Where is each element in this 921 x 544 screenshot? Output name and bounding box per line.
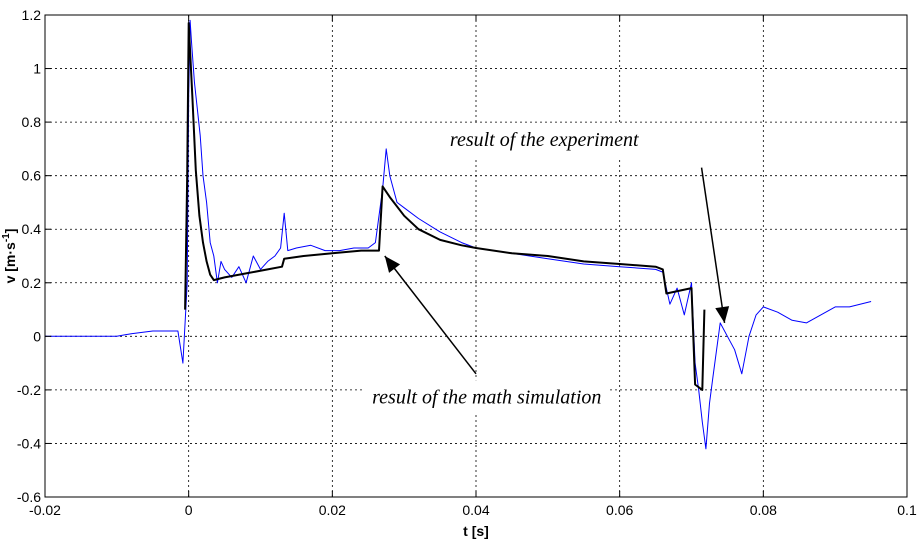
data-series <box>45 19 872 450</box>
experiment-annotation-arrowhead <box>715 306 730 323</box>
simulation-annotation-arrowhead <box>384 256 401 273</box>
experiment-annotation-arrow <box>700 167 726 324</box>
y-tick-label: -0.2 <box>17 382 41 398</box>
x-tick-label: 0.06 <box>606 502 633 518</box>
y-tick-label: 0.4 <box>22 221 42 237</box>
y-tick-label: 0.8 <box>22 114 42 130</box>
y-tick-label: -0.4 <box>17 435 41 451</box>
experiment-annotation-background <box>441 123 648 158</box>
x-tick-label: 0.1 <box>897 502 917 518</box>
experiment-annotation-label: result of the experiment <box>450 129 639 151</box>
y-tick-label: 1 <box>33 61 41 77</box>
x-tick-label: 0.02 <box>319 502 346 518</box>
x-tick-label: 0.08 <box>750 502 777 518</box>
y-axis-title-exponent: -1 <box>1 233 12 242</box>
y-tick-label: -0.6 <box>17 489 41 505</box>
ticks: -0.02 0 0.02 0.04 0.06 0.08 0.1 -0.6 -0.4 -0.2 0 0.… <box>17 7 917 518</box>
y-tick-label: 0.6 <box>22 168 42 184</box>
annotation-backgrounds <box>364 123 648 415</box>
annotations: result of the experiment result of the ma… <box>372 129 730 408</box>
x-tick-label: -0.02 <box>29 502 61 518</box>
simulation-series-line <box>184 22 706 391</box>
y-axis-title-unit: s <box>2 242 18 250</box>
simulation-annotation-background <box>364 380 610 415</box>
y-axis-title-main: v [m <box>2 255 18 284</box>
y-axis-title-close: ] <box>2 229 18 234</box>
simulation-annotation-arrow <box>384 255 477 375</box>
simulation-annotation-label: result of the math simulation <box>372 386 601 408</box>
y-tick-label: 1.2 <box>22 7 42 23</box>
y-tick-label: 0.2 <box>22 275 42 291</box>
y-axis-title-dot: · <box>2 250 18 255</box>
x-tick-label: 0.04 <box>462 502 489 518</box>
y-axis-title: v [m·s-1] <box>1 229 18 284</box>
x-tick-label: 0 <box>185 502 193 518</box>
x-axis-title: t [s] <box>463 523 489 539</box>
y-tick-label: 0 <box>33 328 41 344</box>
